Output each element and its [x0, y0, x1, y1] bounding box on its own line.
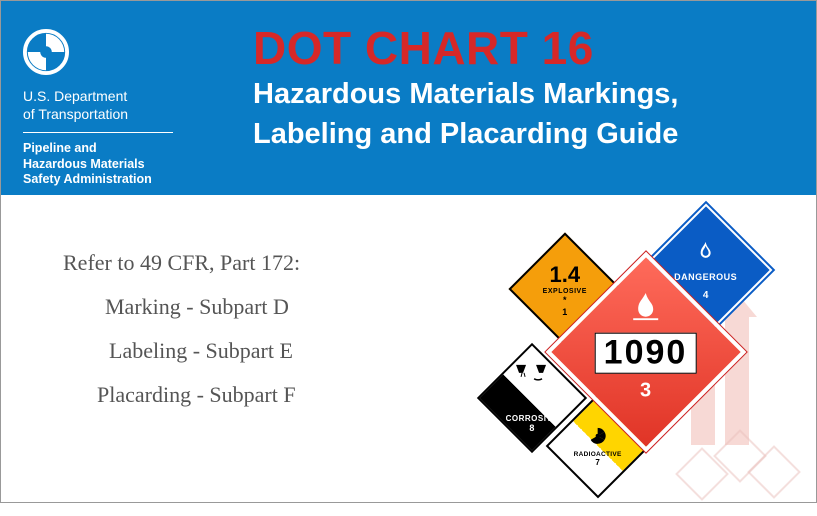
divider-line [23, 132, 173, 133]
title-sub1: Hazardous Materials Markings, [253, 77, 796, 111]
admin-line2: Hazardous Materials [23, 157, 231, 173]
title-main: DOT CHART 16 [253, 25, 796, 71]
title-block: DOT CHART 16 Hazardous Materials Marking… [231, 1, 816, 195]
dept-line1: U.S. Department [23, 88, 231, 104]
refer-line3: Labeling - Subpart E [63, 329, 300, 373]
radioactive-class: 7 [549, 458, 647, 467]
explosive-division: 1.4 [512, 262, 618, 288]
admin-line3: Safety Administration [23, 172, 231, 188]
content-area: Refer to 49 CFR, Part 172: Marking - Sub… [1, 195, 816, 504]
flammable-class: 3 [552, 380, 740, 403]
agency-block: U.S. Department of Transportation Pipeli… [1, 1, 231, 195]
un-number-panel: 1090 [595, 333, 697, 374]
refer-line2: Marking - Subpart D [63, 285, 300, 329]
admin-line1: Pipeline and [23, 141, 231, 157]
flame-icon [643, 240, 769, 270]
flame-icon [552, 292, 740, 329]
header-banner: U.S. Department of Transportation Pipeli… [1, 1, 816, 195]
title-sub2: Labeling and Placarding Guide [253, 117, 796, 151]
refer-block: Refer to 49 CFR, Part 172: Marking - Sub… [63, 241, 300, 417]
refer-line4: Placarding - Subpart F [63, 373, 300, 417]
dept-line2: of Transportation [23, 106, 231, 122]
dot-logo-icon [23, 29, 69, 75]
radioactive-label: RADIOACTIVE [549, 451, 647, 458]
refer-line1: Refer to 49 CFR, Part 172: [63, 241, 300, 285]
placard-stage: DANGEROUS 4 1.4 EXPLOSIVE * 1 [421, 195, 816, 504]
